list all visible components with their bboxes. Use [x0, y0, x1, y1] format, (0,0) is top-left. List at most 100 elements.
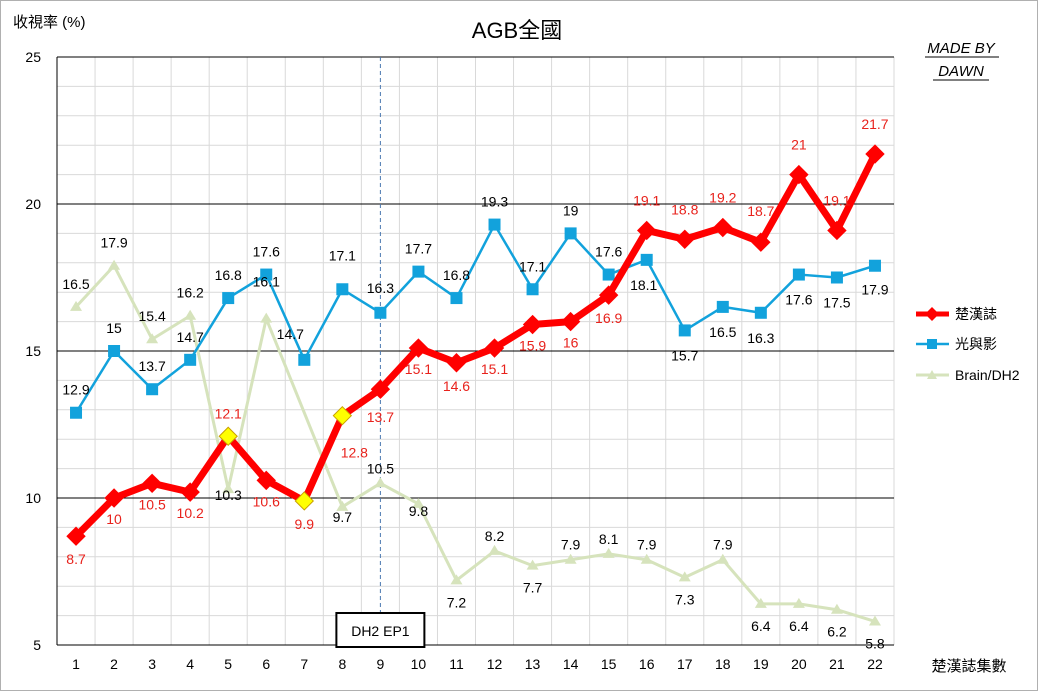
x-tick-label: 15: [601, 656, 617, 672]
data-point: [70, 406, 83, 419]
legend-label: Brain/DH2: [955, 367, 1020, 383]
data-point: [640, 553, 653, 564]
data-label: 10.6: [253, 493, 280, 509]
data-point: [108, 345, 121, 357]
data-label: 6.2: [827, 624, 847, 640]
data-point: [260, 312, 273, 323]
data-point: [488, 218, 501, 231]
data-label: 19.1: [823, 192, 850, 208]
data-label: 17.9: [100, 235, 127, 251]
data-label: 14.7: [277, 326, 304, 342]
data-label: 15.1: [481, 361, 508, 377]
x-tick-label: 18: [715, 656, 731, 672]
y-tick-label: 20: [25, 196, 41, 212]
data-point: [294, 491, 315, 511]
x-tick-label: 7: [300, 656, 308, 672]
data-label: 12.8: [341, 445, 368, 461]
chart-title: AGB全國: [472, 18, 562, 43]
data-point: [298, 353, 311, 366]
data-label: 8.1: [599, 531, 619, 547]
data-point: [374, 477, 387, 488]
data-point: [108, 259, 121, 270]
x-tick-label: 1: [72, 656, 80, 672]
data-label: 12.1: [215, 405, 242, 421]
data-point: [865, 144, 885, 164]
data-label: 7.9: [637, 537, 657, 553]
data-point: [564, 553, 577, 564]
series-line: [74, 223, 876, 414]
data-point: [827, 220, 847, 241]
data-point: [180, 482, 200, 502]
data-label: 12.9: [62, 382, 89, 398]
data-label: 19.1: [633, 192, 660, 208]
data-label: 7.7: [523, 580, 543, 596]
data-label: 13.7: [367, 409, 394, 425]
made-by-line1: MADE BY: [927, 40, 996, 57]
data-point: [830, 271, 843, 284]
data-label: 18.8: [671, 201, 698, 217]
series-group: [66, 144, 885, 626]
legend-marker: [925, 307, 939, 321]
data-point: [260, 268, 273, 281]
annotations: DH2 EP1 MADE BY DAWN: [335, 40, 999, 648]
data-label: 15.1: [405, 361, 432, 377]
data-point: [446, 353, 467, 373]
data-point: [256, 470, 276, 491]
data-point: [412, 497, 425, 508]
x-tick-label: 9: [376, 656, 384, 672]
x-tick-label: 2: [110, 656, 118, 672]
x-tick-label: 22: [867, 656, 883, 672]
data-label: 16.9: [595, 310, 622, 326]
data-label: 17.7: [405, 241, 432, 257]
data-point: [560, 311, 581, 332]
data-label: 10.5: [367, 460, 394, 476]
data-point: [488, 544, 501, 555]
data-point: [868, 259, 881, 272]
data-label: 6.4: [751, 618, 771, 634]
data-point: [636, 220, 657, 241]
y-tick-label: 25: [25, 49, 41, 65]
data-point: [602, 547, 615, 558]
data-label: 16.5: [709, 324, 736, 340]
data-label: 21.7: [861, 116, 888, 132]
data-point: [789, 164, 809, 185]
data-point: [218, 426, 238, 446]
data-label: 10: [106, 511, 122, 527]
data-label: 14.7: [177, 329, 204, 345]
data-point: [716, 553, 729, 564]
data-label: 21: [791, 137, 807, 153]
data-label: 15: [106, 320, 122, 336]
data-point: [104, 488, 124, 508]
x-tick-label: 16: [639, 656, 655, 672]
data-point: [522, 314, 543, 335]
data-label: 10.3: [215, 487, 242, 503]
data-label: 8.7: [66, 551, 86, 567]
data-label: 7.3: [675, 591, 695, 607]
x-tick-label: 8: [338, 656, 346, 672]
data-label: 17.9: [861, 282, 888, 298]
data-label: 9.8: [409, 503, 429, 519]
data-label: 16.8: [215, 267, 242, 283]
data-point: [754, 597, 767, 608]
data-point: [751, 232, 771, 252]
x-tick-label: 21: [829, 656, 845, 672]
data-label: 10.2: [177, 505, 204, 521]
made-by-line2: DAWN: [938, 63, 984, 80]
data-label: 10.5: [138, 496, 165, 512]
x-tick-label: 13: [525, 656, 541, 672]
data-point: [792, 597, 805, 608]
data-label: 7.9: [561, 537, 581, 553]
data-label: 16.3: [367, 280, 394, 296]
data-label: 17.1: [329, 247, 356, 263]
data-point: [222, 292, 235, 305]
data-point: [370, 379, 391, 399]
data-label: 15.7: [671, 347, 698, 363]
data-point: [678, 324, 691, 337]
data-label: 7.2: [447, 594, 467, 610]
data-point: [184, 353, 197, 366]
data-label: 18.7: [747, 203, 774, 219]
legend-marker: [927, 339, 937, 349]
